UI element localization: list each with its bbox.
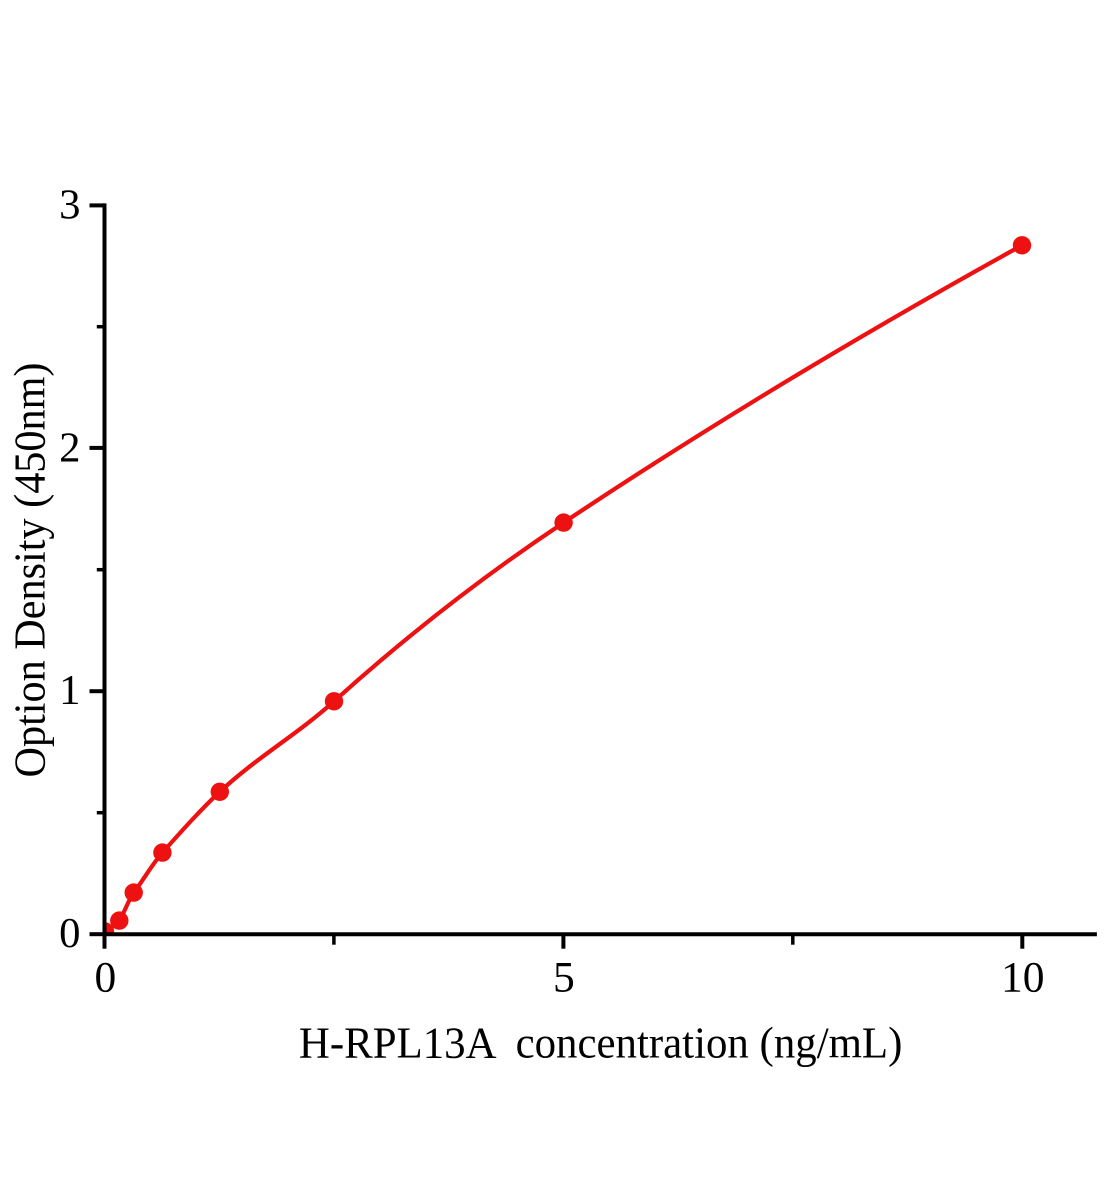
svg-text:0: 0 — [59, 910, 80, 957]
svg-text:10: 10 — [1001, 954, 1045, 1002]
svg-text:0: 0 — [95, 954, 117, 1002]
svg-text:5: 5 — [553, 954, 575, 1002]
svg-text:3: 3 — [59, 181, 80, 228]
svg-text:2: 2 — [59, 424, 80, 471]
svg-text:H-RPL13A concentration (ng/mL: H-RPL13A concentration (ng/mL) — [299, 1017, 903, 1067]
svg-text:Option Density (450nm): Option Density (450nm) — [5, 363, 55, 778]
svg-text:1: 1 — [59, 667, 80, 714]
